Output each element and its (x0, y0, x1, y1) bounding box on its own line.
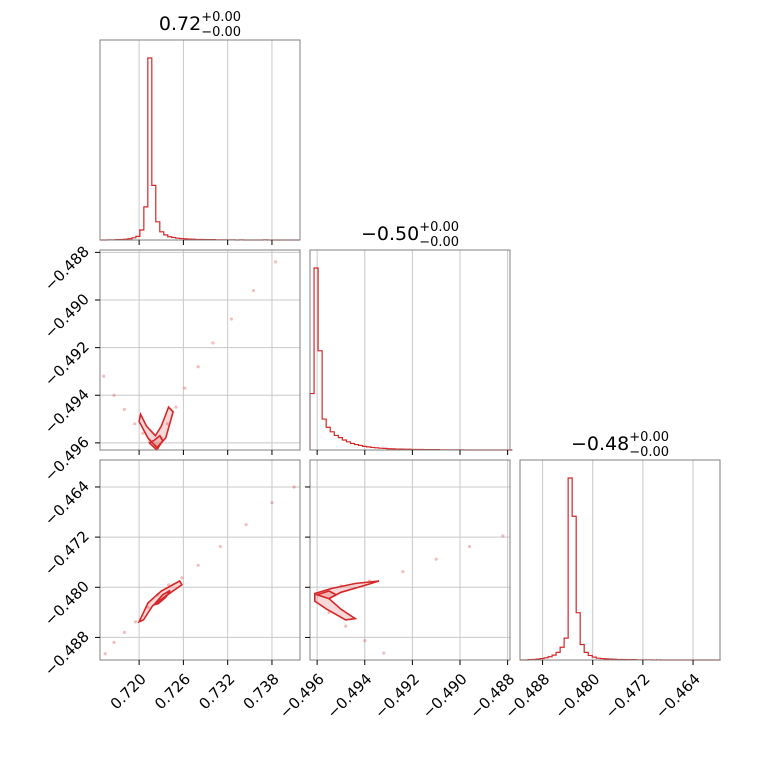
panel-content (103, 485, 296, 656)
sample-point (196, 563, 200, 567)
sample-point (183, 386, 187, 390)
x-tick-label: −0.496 (276, 670, 328, 722)
y-tick-label: −0.494 (41, 385, 93, 437)
sample-point (467, 544, 472, 549)
sample-point (196, 365, 200, 369)
scatter-panel-2-1 (305, 459, 511, 665)
histogram-title-2: −0.48+0.00 (571, 430, 669, 455)
sample-point (133, 422, 137, 426)
x-tick-label: −0.464 (652, 670, 704, 722)
panel-frame (99, 249, 301, 451)
sample-point (270, 501, 274, 505)
sample-point (251, 288, 256, 293)
sample-point (122, 407, 126, 412)
histogram-title-0: 0.72+0.00 (159, 10, 241, 35)
x-tick-label: 0.738 (240, 670, 283, 713)
sample-point (291, 241, 294, 244)
title-lower-error: −0.00 (419, 235, 459, 250)
x-tick-label: −0.490 (419, 670, 471, 722)
sample-point (292, 485, 296, 489)
sample-point (244, 523, 248, 527)
y-tick-label: −0.472 (41, 527, 93, 579)
panel-content (102, 241, 294, 450)
x-tick-label: 0.726 (151, 670, 194, 713)
density-contour (314, 590, 338, 600)
scatter-panel-2-0 (95, 459, 301, 665)
sample-point (382, 651, 386, 655)
title-upper-error: +0.00 (419, 220, 459, 235)
sample-point (211, 341, 215, 345)
panel-frame (99, 459, 301, 661)
sample-point (167, 583, 171, 587)
sample-point (133, 620, 137, 624)
title-value: −0.48 (571, 433, 629, 455)
y-tick-label: −0.488 (41, 628, 93, 680)
y-tick-label: −0.464 (41, 477, 93, 529)
density-contour (148, 434, 164, 450)
panel-frame (99, 39, 301, 241)
panel-frame (309, 249, 511, 451)
histogram-panel-0 (99, 39, 301, 245)
sample-point (102, 374, 106, 378)
x-tick-label: −0.480 (551, 670, 603, 722)
y-tick-label: −0.496 (41, 433, 93, 485)
density-contour (137, 579, 183, 624)
sample-point (399, 662, 402, 665)
density-contour (151, 589, 171, 607)
sample-point (146, 605, 150, 609)
sample-point (218, 544, 222, 549)
sample-point (274, 260, 278, 264)
panel-content (314, 534, 505, 665)
y-tick-label: −0.490 (41, 290, 93, 342)
sample-point (141, 431, 145, 435)
x-tick-label: −0.472 (602, 670, 654, 722)
sample-point (344, 624, 348, 628)
panel-frame (519, 459, 721, 661)
y-tick-label: −0.492 (41, 338, 93, 390)
panel-frame (309, 459, 511, 661)
x-tick-label: 0.732 (195, 670, 238, 713)
density-contour (138, 405, 174, 449)
title-value: 0.72 (159, 13, 201, 35)
sample-point (229, 317, 233, 321)
sample-point (401, 570, 405, 574)
sample-point (180, 576, 184, 580)
x-tick-label: −0.494 (324, 670, 376, 722)
sample-point (174, 405, 178, 409)
sample-point (165, 422, 169, 426)
sample-point (363, 639, 367, 643)
histogram-series (100, 57, 300, 241)
sample-point (501, 534, 505, 538)
histogram-panel-1 (309, 249, 513, 455)
y-tick-label: −0.488 (41, 242, 93, 294)
title-lower-error: −0.00 (629, 445, 669, 460)
histogram-title-1: −0.50+0.00 (361, 220, 459, 245)
scatter-panel-1-0 (95, 241, 301, 455)
histogram-series (520, 477, 721, 661)
histogram-series (309, 267, 513, 451)
histogram-panel-2 (519, 459, 721, 665)
x-tick-label: 0.720 (107, 670, 150, 713)
title-upper-error: +0.00 (201, 10, 241, 25)
sample-point (103, 652, 107, 656)
title-value: −0.50 (361, 223, 419, 245)
x-tick-label: −0.492 (371, 670, 423, 722)
sample-point (112, 393, 116, 397)
sample-point (122, 630, 126, 635)
sample-point (434, 557, 438, 561)
sample-point (112, 640, 116, 645)
title-lower-error: −0.00 (201, 25, 241, 40)
title-upper-error: +0.00 (629, 430, 669, 445)
y-tick-label: −0.480 (41, 577, 93, 629)
